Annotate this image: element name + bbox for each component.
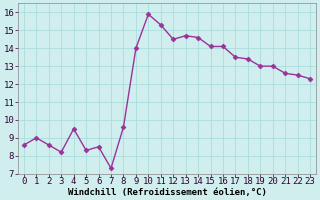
X-axis label: Windchill (Refroidissement éolien,°C): Windchill (Refroidissement éolien,°C) — [68, 188, 267, 197]
